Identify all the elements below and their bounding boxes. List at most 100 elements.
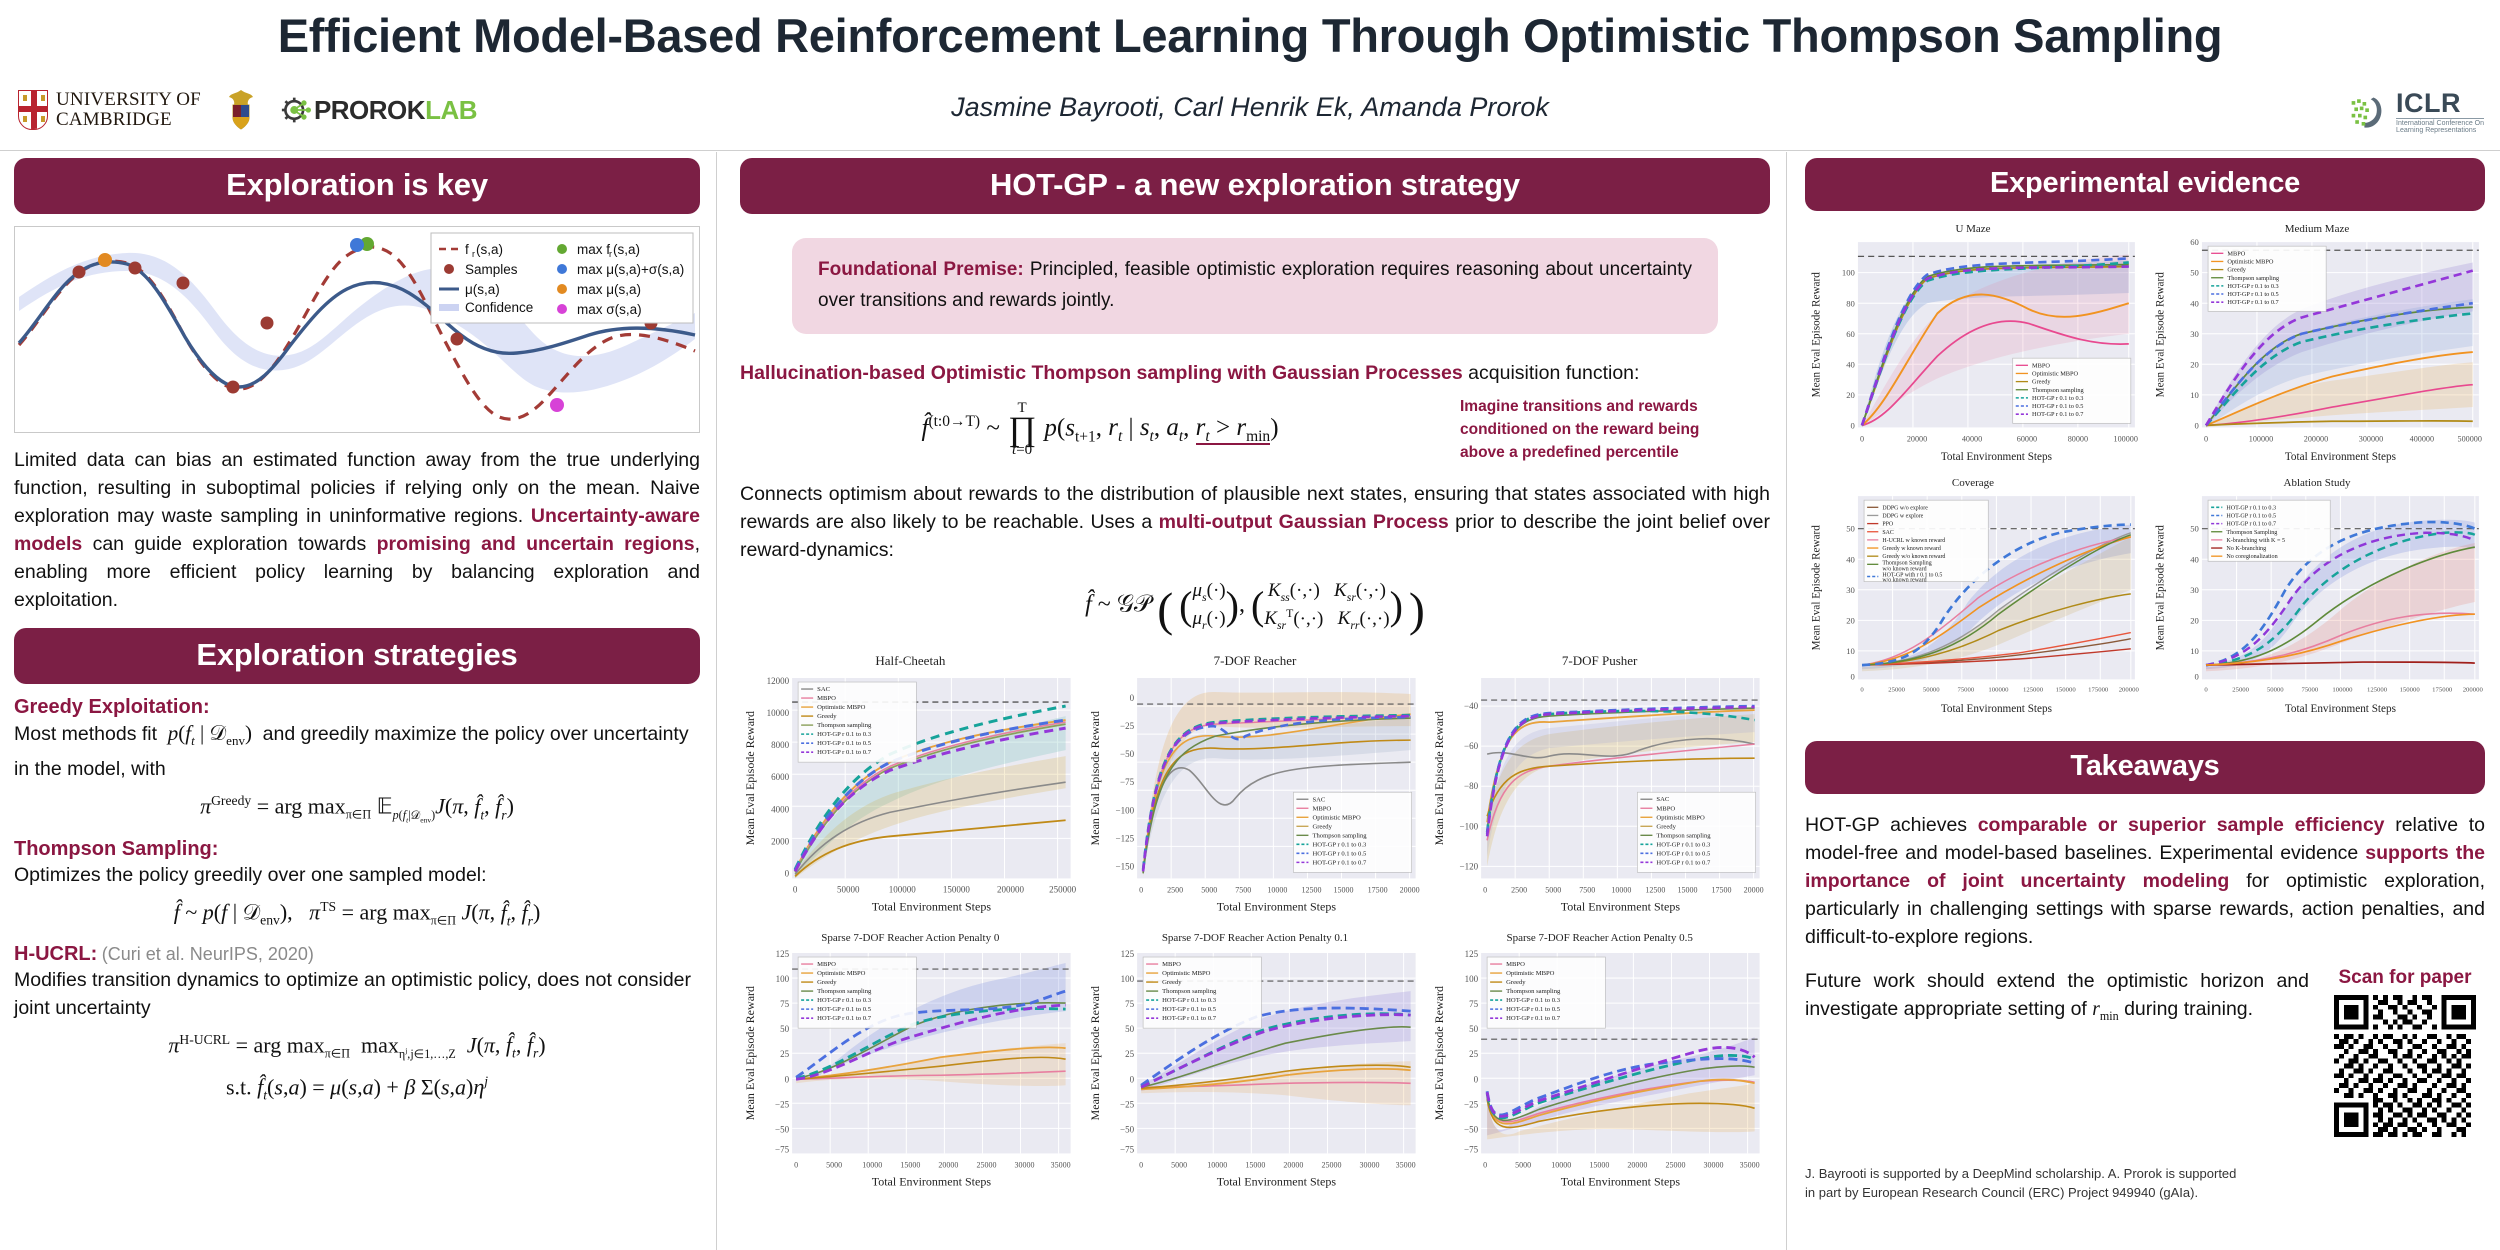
ylabel-7dof-reacher: Mean Eval Episode Reward	[1088, 711, 1102, 845]
svg-text:0: 0	[1860, 435, 1864, 444]
svg-text:175000: 175000	[2088, 687, 2109, 694]
svg-text:125: 125	[776, 949, 790, 959]
svg-text:0: 0	[794, 1160, 798, 1169]
gp-highlight: multi-output Gaussian Process	[1158, 511, 1449, 533]
svg-text:SAC: SAC	[1882, 530, 1894, 536]
svg-text:PPO: PPO	[1882, 522, 1894, 528]
prorok-gear-icon	[281, 97, 311, 123]
svg-text:300000: 300000	[2359, 435, 2383, 444]
marker-max-sigma	[550, 398, 564, 412]
svg-text:−25: −25	[1120, 721, 1135, 731]
svg-text:0: 0	[1129, 693, 1134, 703]
svg-text:0: 0	[1860, 687, 1864, 694]
svg-text:0: 0	[1851, 420, 1855, 430]
future-text-a: Future work should extend the optimistic…	[1805, 970, 2309, 1021]
svg-text:50: 50	[1469, 1024, 1479, 1034]
plot-svg-sparse-ap0: 125 100 75 50 25 0 −25 −50 −75 0 5000 10000 1500…	[743, 949, 1071, 1188]
xlabel-u-maze: Total Environment Steps	[1941, 451, 2052, 463]
svg-text:0: 0	[1851, 672, 1855, 682]
mid-plot-row-1: Half-Cheetah	[740, 653, 1770, 925]
marker-max-mu	[98, 253, 112, 267]
svg-text:20000: 20000	[1744, 886, 1764, 895]
section-header-experimental-evidence: Experimental evidence	[1805, 158, 2485, 211]
acquisition-rest: acquisition function:	[1462, 362, 1640, 384]
qr-code[interactable]	[2334, 995, 2476, 1138]
svg-text:Thompson sampling: Thompson sampling	[1162, 988, 1217, 995]
svg-text:100: 100	[776, 974, 790, 984]
svg-text:40: 40	[2190, 298, 2199, 308]
svg-text:r: r	[609, 249, 612, 259]
svg-text:−100: −100	[1460, 822, 1479, 832]
column-divider-1	[716, 152, 717, 1250]
svg-text:HOT-GP r 0.1 to 0.3: HOT-GP r 0.1 to 0.3	[817, 731, 872, 738]
svg-text:(s,a): (s,a)	[476, 242, 503, 257]
svg-text:HOT-GP r 0.1 to 0.7: HOT-GP r 0.1 to 0.7	[1162, 1015, 1217, 1022]
svg-text:50: 50	[780, 1024, 790, 1034]
svg-text:50000: 50000	[1923, 687, 1940, 694]
svg-text:−60: −60	[1464, 742, 1479, 752]
svg-text:Thompson sampling: Thompson sampling	[1657, 833, 1712, 840]
svg-text:−80: −80	[1464, 782, 1479, 792]
plot-svg-sparse-ap05: 125 100 75 50 25 0 −25 −50 −75 0 5000 10000 1500…	[1432, 949, 1760, 1188]
college-crest-icon	[228, 90, 253, 130]
svg-text:max σ(s,a): max σ(s,a)	[577, 302, 642, 317]
foundational-premise-box: Foundational Premise: Principled, feasib…	[792, 238, 1718, 334]
ylabel-sparse-ap05: Mean Eval Episode Reward	[1432, 986, 1446, 1120]
hucrl-equation-2: s.t. f̂t(s,a) = μ(s,a) + β Σ(s,a)ηj	[225, 1073, 489, 1103]
svg-text:−25: −25	[775, 1099, 790, 1109]
svg-text:25000: 25000	[1666, 1160, 1686, 1169]
svg-text:50: 50	[1125, 1024, 1135, 1034]
gp-text-a: Connects optimism about rewards to the d…	[740, 483, 1770, 533]
svg-text:15000: 15000	[1333, 886, 1353, 895]
acquisition-equation-row: f̂(t:0→T) ~ T ∏ t=0 p(st+1, rt | st, at,…	[740, 395, 1770, 464]
greedy-text-a: Most methods fit	[14, 723, 158, 745]
svg-text:max μ(s,a)+σ(s,a): max μ(s,a)+σ(s,a)	[577, 262, 684, 277]
plot-title-half-cheetah: Half-Cheetah	[875, 653, 946, 669]
gp-prior-paragraph: Connects optimism about rewards to the d…	[740, 480, 1770, 564]
svg-text:175000: 175000	[2432, 687, 2453, 694]
plot-title-7dof-pusher: 7-DOF Pusher	[1561, 653, 1638, 669]
svg-text:35000: 35000	[1740, 1160, 1760, 1169]
svg-text:Greedy: Greedy	[1506, 979, 1526, 986]
funding-line-2: in part by European Research Council (ER…	[1805, 1185, 2199, 1201]
svg-text:10000: 10000	[1612, 886, 1632, 895]
svg-text:−120: −120	[1460, 862, 1479, 872]
plot-sparse-ap01: Sparse 7-DOF Reacher Action Penalty 0.1	[1085, 932, 1426, 1200]
svg-text:HOT-GP r 0.1 to 0.7: HOT-GP r 0.1 to 0.7	[1506, 1015, 1561, 1022]
ylabel-ablation: Mean Eval Episode Reward	[2154, 525, 2166, 651]
svg-text:HOT-GP r 0.1 to 0.7: HOT-GP r 0.1 to 0.7	[2032, 411, 2083, 418]
section-header-hotgp: HOT-GP - a new exploration strategy	[740, 158, 1770, 214]
svg-text:5000: 5000	[1171, 1160, 1187, 1169]
annotation-line-3: above a predefined percentile	[1460, 444, 1679, 461]
svg-text:−50: −50	[1120, 750, 1135, 760]
svg-text:500000: 500000	[2458, 435, 2482, 444]
xlabel-medium-maze: Total Environment Steps	[2285, 451, 2396, 463]
svg-text:MBPO: MBPO	[2032, 362, 2050, 369]
poster-header: Efficient Model-Based Reinforcement Lear…	[0, 0, 2500, 152]
svg-text:MBPO: MBPO	[1312, 806, 1331, 813]
section-header-exploration-strategies: Exploration strategies	[14, 628, 700, 684]
svg-text:50000: 50000	[2267, 687, 2284, 694]
svg-text:HOT-GP r 0.1 to 0.5: HOT-GP r 0.1 to 0.5	[817, 741, 872, 748]
svg-text:100: 100	[1465, 974, 1479, 984]
ylabel-u-maze: Mean Eval Episode Reward	[1810, 272, 1822, 398]
svg-text:Greedy: Greedy	[2032, 379, 2051, 386]
thompson-heading: Thompson Sampling	[14, 838, 212, 861]
svg-text:0: 0	[1474, 1074, 1479, 1084]
hucrl-citation: (Curi et al. NeurIPS, 2020)	[101, 944, 314, 965]
takeaway-text-b: relative to model-free and model-based b…	[1805, 814, 2485, 865]
svg-text:−50: −50	[1464, 1124, 1479, 1134]
svg-text:35000: 35000	[1051, 1160, 1071, 1169]
svg-text:30: 30	[2190, 585, 2199, 595]
xlabel-7dof-pusher: Total Environment Steps	[1561, 900, 1681, 914]
svg-text:−40: −40	[1464, 701, 1479, 711]
svg-text:20: 20	[2190, 359, 2199, 369]
annotation-line-1: Imagine transitions and rewards	[1460, 398, 1698, 415]
ylabel-sparse-ap01: Mean Eval Episode Reward	[1088, 986, 1102, 1120]
svg-text:80: 80	[1846, 298, 1855, 308]
svg-text:10: 10	[1846, 646, 1855, 656]
svg-text:80000: 80000	[2068, 435, 2088, 444]
plot-svg-7dof-pusher: −40 −60 −80 −100 −120 0 2500 5000 7500 10000 12…	[1432, 678, 1764, 914]
hucrl-heading: H-UCRL	[14, 943, 91, 966]
